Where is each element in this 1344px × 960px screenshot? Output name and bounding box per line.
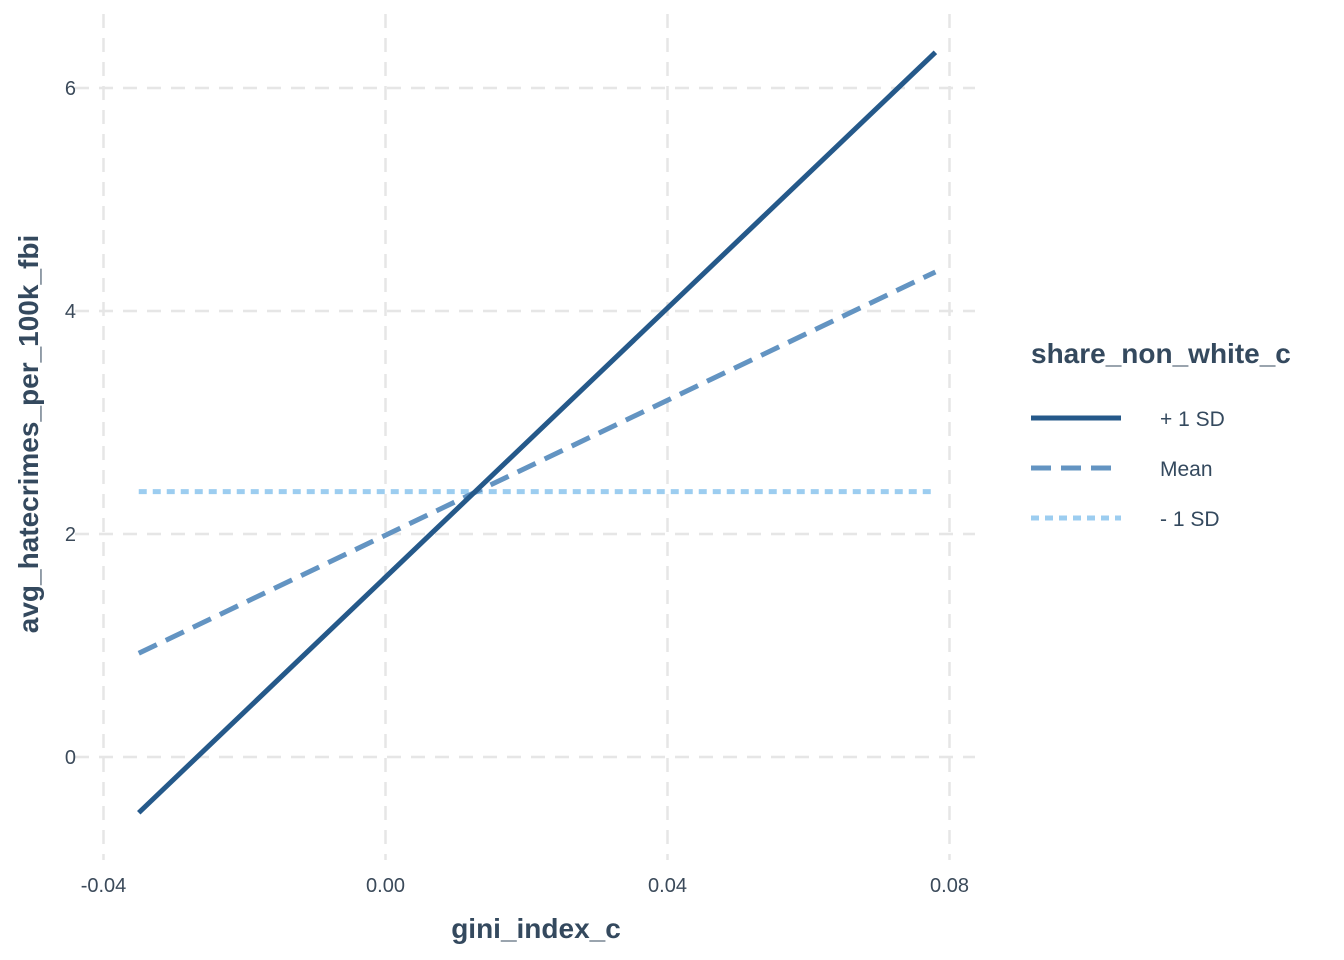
y-tick-label: 0 bbox=[65, 747, 76, 769]
legend-label: - 1 SD bbox=[1160, 508, 1220, 531]
legend-items: + 1 SD Mean - 1 SD bbox=[1031, 408, 1225, 531]
legend: share_non_white_c + 1 SD Mean - 1 SD bbox=[1031, 338, 1291, 531]
x-tick-label: -0.04 bbox=[81, 875, 127, 897]
series-line-dashed bbox=[137, 269, 937, 656]
x-tick-label: 0.04 bbox=[648, 875, 687, 897]
y-axis-title: avg_hatecrimes_per_100k_fbi bbox=[13, 235, 44, 633]
x-tick-label: 0.00 bbox=[366, 875, 405, 897]
legend-title: share_non_white_c bbox=[1031, 338, 1291, 369]
x-axis-title: gini_index_c bbox=[451, 913, 621, 944]
y-tick-label: 4 bbox=[65, 301, 76, 323]
y-axis-ticks: 0 2 4 6 bbox=[65, 78, 76, 769]
y-tick-label: 2 bbox=[65, 524, 76, 546]
y-tick-label: 6 bbox=[65, 78, 76, 100]
series-lines bbox=[137, 50, 938, 815]
x-tick-label: 0.08 bbox=[930, 875, 969, 897]
x-axis-ticks: -0.04 0.00 0.04 0.08 bbox=[81, 875, 969, 897]
legend-label: Mean bbox=[1160, 458, 1213, 481]
series-line-solid bbox=[137, 50, 938, 815]
legend-label: + 1 SD bbox=[1160, 408, 1225, 431]
grid-lines bbox=[75, 14, 975, 860]
